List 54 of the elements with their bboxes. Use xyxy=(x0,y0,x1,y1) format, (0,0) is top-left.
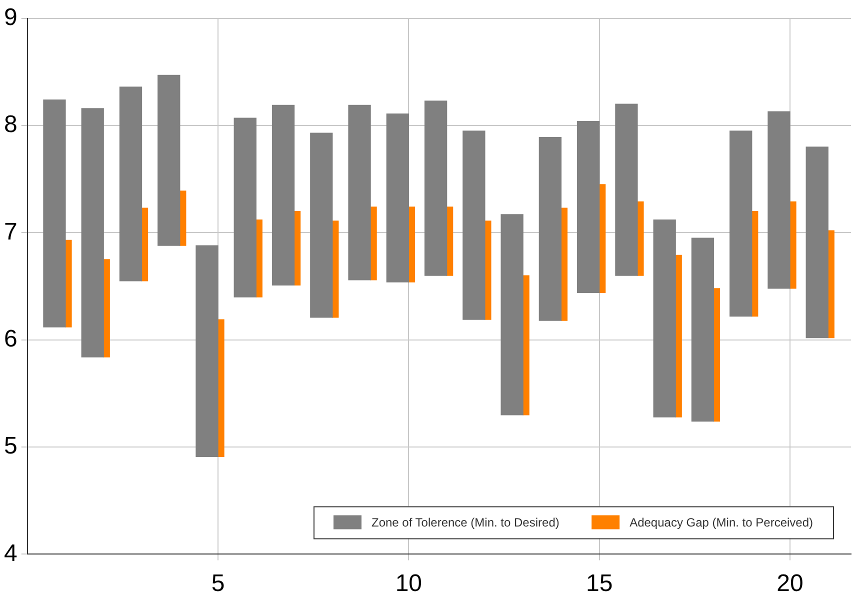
x-tick-label: 5 xyxy=(211,570,225,598)
bar xyxy=(370,206,377,280)
bar xyxy=(560,208,568,321)
bar xyxy=(637,201,644,276)
bar xyxy=(256,220,262,298)
bar xyxy=(500,214,524,416)
bar xyxy=(386,113,409,282)
y-tick-label: 8 xyxy=(4,111,18,138)
bar xyxy=(752,210,758,317)
y-tick-label: 9 xyxy=(4,4,18,32)
y-tick-label: 6 xyxy=(4,326,18,353)
bar xyxy=(484,220,492,320)
bar xyxy=(446,206,454,276)
bar xyxy=(828,230,834,338)
bar xyxy=(538,137,562,321)
legend-label: Zone of Tolerence (Min. to Desired) xyxy=(372,516,560,530)
x-tick-label: 15 xyxy=(586,570,613,598)
bar xyxy=(294,210,301,286)
bar xyxy=(332,220,339,318)
bar xyxy=(424,100,448,276)
bar xyxy=(65,240,72,328)
bar xyxy=(408,206,415,282)
bar xyxy=(272,104,295,286)
y-tick-label: 7 xyxy=(4,218,18,246)
bar xyxy=(615,104,638,276)
bar xyxy=(806,146,828,338)
bar xyxy=(119,86,142,282)
bar xyxy=(158,74,180,246)
bar xyxy=(310,132,333,318)
bar xyxy=(180,190,186,246)
x-tick-label: 20 xyxy=(776,570,804,598)
y-tick-label: 4 xyxy=(4,540,18,567)
bar xyxy=(43,100,66,328)
bar xyxy=(653,220,676,418)
bar xyxy=(768,111,790,289)
bar xyxy=(141,208,148,282)
bar xyxy=(196,245,218,458)
x-tick-label: 10 xyxy=(395,570,422,598)
bar xyxy=(218,319,224,458)
bar xyxy=(522,275,530,416)
bar xyxy=(675,254,682,418)
bar xyxy=(730,130,752,317)
bar xyxy=(103,259,110,358)
bar xyxy=(234,118,256,298)
bar xyxy=(599,184,606,294)
bar xyxy=(348,104,371,280)
legend-label: Adequacy Gap (Min. to Perceived) xyxy=(630,516,814,530)
bar xyxy=(691,238,714,422)
bar xyxy=(577,120,600,294)
y-tick-label: 5 xyxy=(4,432,18,460)
bar xyxy=(713,288,720,422)
bar xyxy=(81,108,104,358)
bar xyxy=(462,130,486,320)
bar xyxy=(790,201,796,289)
